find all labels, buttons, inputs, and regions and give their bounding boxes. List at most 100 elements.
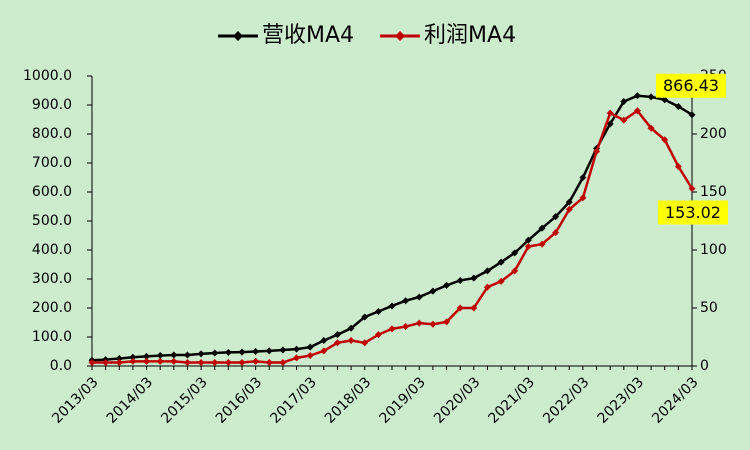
point xyxy=(538,224,546,232)
point xyxy=(402,323,410,331)
point xyxy=(661,136,669,144)
point xyxy=(347,324,355,332)
value-label-box xyxy=(656,73,726,98)
point xyxy=(129,353,137,361)
point xyxy=(238,359,246,367)
y-tick-label: 400.0 xyxy=(32,242,72,258)
point xyxy=(347,336,355,344)
point xyxy=(511,249,519,257)
point xyxy=(279,359,287,367)
point xyxy=(429,320,437,328)
y-tick-label: 600.0 xyxy=(32,184,72,200)
x-tick-label: 2024/03 xyxy=(649,374,701,426)
point xyxy=(293,354,301,362)
y-tick-label: 200.0 xyxy=(32,300,72,316)
y-tick-label: 800.0 xyxy=(32,126,72,142)
y-tick-label: 0.0 xyxy=(50,358,72,374)
legend-label: 利润MA4 xyxy=(424,23,516,48)
point xyxy=(633,92,641,100)
point xyxy=(483,283,491,291)
legend-marker xyxy=(233,31,243,41)
point xyxy=(374,307,382,315)
point xyxy=(197,350,205,358)
point xyxy=(306,343,314,351)
point xyxy=(579,174,587,181)
point xyxy=(374,331,382,339)
point xyxy=(415,293,423,301)
point xyxy=(320,347,328,355)
point xyxy=(115,354,123,362)
point xyxy=(306,352,314,360)
point xyxy=(456,276,464,284)
point xyxy=(606,109,614,117)
point xyxy=(552,213,560,221)
point xyxy=(197,359,205,367)
point xyxy=(388,325,396,333)
point xyxy=(456,304,464,312)
point xyxy=(565,205,573,213)
point xyxy=(674,102,682,110)
point xyxy=(293,345,301,353)
point xyxy=(524,236,532,244)
point xyxy=(361,339,369,347)
x-tick-label: 2020/03 xyxy=(431,374,483,426)
point xyxy=(265,359,273,367)
point xyxy=(224,359,232,367)
point xyxy=(143,357,151,365)
point xyxy=(497,258,505,266)
point xyxy=(470,304,478,312)
point xyxy=(388,302,396,310)
point xyxy=(279,346,287,354)
point xyxy=(211,359,219,367)
point xyxy=(183,351,191,359)
point xyxy=(88,359,96,367)
point xyxy=(156,357,164,365)
point xyxy=(688,111,696,119)
point xyxy=(170,351,178,359)
point xyxy=(565,198,573,206)
point xyxy=(593,147,601,155)
y2-tick-label: 200 xyxy=(700,126,727,142)
point xyxy=(320,336,328,344)
value-label-box xyxy=(658,200,728,225)
x-tick-label: 2014/03 xyxy=(104,374,156,426)
point xyxy=(265,347,273,355)
point xyxy=(483,267,491,275)
x-tick-label: 2023/03 xyxy=(595,374,647,426)
point xyxy=(252,348,260,355)
point xyxy=(102,359,110,367)
point xyxy=(633,107,641,115)
point xyxy=(511,267,519,275)
point xyxy=(402,297,410,305)
x-tick-label: 2017/03 xyxy=(267,374,319,426)
legend-label: 营收MA4 xyxy=(262,23,354,48)
point xyxy=(647,93,655,101)
value-label: 153.02 xyxy=(665,203,721,222)
point xyxy=(415,319,423,327)
x-tick-label: 2019/03 xyxy=(376,374,428,426)
point xyxy=(688,184,696,192)
y2-tick-label: 0 xyxy=(700,358,709,374)
point xyxy=(333,339,341,347)
x-tick-label: 2022/03 xyxy=(540,374,592,426)
x-tick-label: 2021/03 xyxy=(486,374,538,426)
y2-tick-label: 50 xyxy=(700,300,718,316)
x-tick-label: 2016/03 xyxy=(213,374,265,426)
legend-marker xyxy=(395,31,406,41)
series-line xyxy=(92,109,694,364)
value-label: 866.43 xyxy=(663,76,719,95)
point xyxy=(620,98,628,106)
y-tick-label: 300.0 xyxy=(32,271,72,287)
point xyxy=(170,357,178,365)
y2-tick-label: 100 xyxy=(700,242,727,258)
point xyxy=(224,348,232,356)
y-tick-label: 1000.0 xyxy=(23,68,72,84)
x-tick-label: 2018/03 xyxy=(322,374,374,426)
point xyxy=(443,318,451,326)
y-tick-label: 500.0 xyxy=(32,213,72,229)
point xyxy=(129,357,137,365)
y-tick-label: 100.0 xyxy=(32,329,72,345)
point xyxy=(333,331,341,339)
